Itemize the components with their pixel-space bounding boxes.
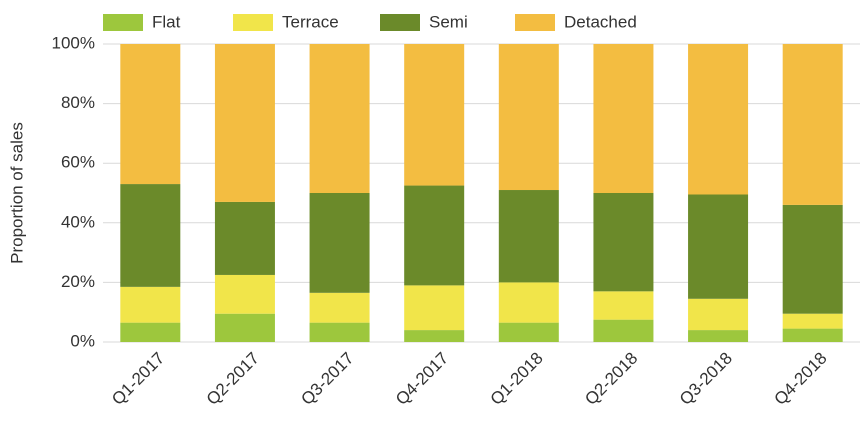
legend-label: Flat xyxy=(152,12,181,31)
bar-segment xyxy=(309,193,370,293)
bar-segment xyxy=(498,44,559,191)
x-tick-label: Q1-2018 xyxy=(487,349,547,409)
y-tick-label: 20% xyxy=(61,272,95,291)
bar-segment xyxy=(404,185,465,286)
bar-segment xyxy=(120,322,181,342)
bar-segment xyxy=(309,44,370,193)
bar-segment xyxy=(782,204,843,314)
bar-segment xyxy=(688,44,749,195)
bar-segment xyxy=(498,282,559,323)
legend-swatch xyxy=(380,14,420,31)
y-tick-label: 0% xyxy=(70,331,95,350)
x-tick-label: Q4-2018 xyxy=(770,349,830,409)
x-tick-label: Q2-2017 xyxy=(203,349,263,409)
y-tick-label: 100% xyxy=(52,33,95,52)
bar-segment xyxy=(688,298,749,331)
bar-segment xyxy=(214,313,275,342)
bar-segment xyxy=(214,274,275,314)
x-tick-label: Q3-2018 xyxy=(676,349,736,409)
y-tick-label: 60% xyxy=(61,153,95,172)
bar-segment xyxy=(688,194,749,299)
bar-segment xyxy=(593,291,654,320)
bar-segment xyxy=(120,286,181,323)
x-tick-label: Q3-2017 xyxy=(297,349,357,409)
bar-segment xyxy=(404,44,465,186)
x-tick-label: Q4-2017 xyxy=(392,349,452,409)
bar-segment xyxy=(782,328,843,342)
bar-segment xyxy=(120,44,181,185)
legend-label: Detached xyxy=(564,12,637,31)
bar-segment xyxy=(309,322,370,342)
bar-segment xyxy=(593,44,654,193)
bar-segment xyxy=(404,285,465,331)
x-tick-label: Q2-2018 xyxy=(581,349,641,409)
bar-segment xyxy=(214,201,275,275)
bar-segment xyxy=(404,330,465,342)
y-tick-label: 80% xyxy=(61,93,95,112)
y-tick-label: 40% xyxy=(61,212,95,231)
bar-segment xyxy=(309,292,370,323)
bar-segment xyxy=(688,330,749,342)
legend-label: Terrace xyxy=(282,12,339,31)
bar-segment xyxy=(120,184,181,287)
bar-segment xyxy=(593,319,654,342)
bar-segment xyxy=(782,313,843,329)
legend-swatch xyxy=(515,14,555,31)
bar-segment xyxy=(782,44,843,205)
bar-segment xyxy=(214,44,275,202)
bar-segment xyxy=(498,190,559,283)
bar-segment xyxy=(593,193,654,292)
y-axis-label: Proportion of sales xyxy=(7,122,26,264)
x-tick-label: Q1-2017 xyxy=(108,349,168,409)
legend-label: Semi xyxy=(429,12,468,31)
legend-swatch xyxy=(233,14,273,31)
bar-segment xyxy=(498,322,559,342)
legend-swatch xyxy=(103,14,143,31)
